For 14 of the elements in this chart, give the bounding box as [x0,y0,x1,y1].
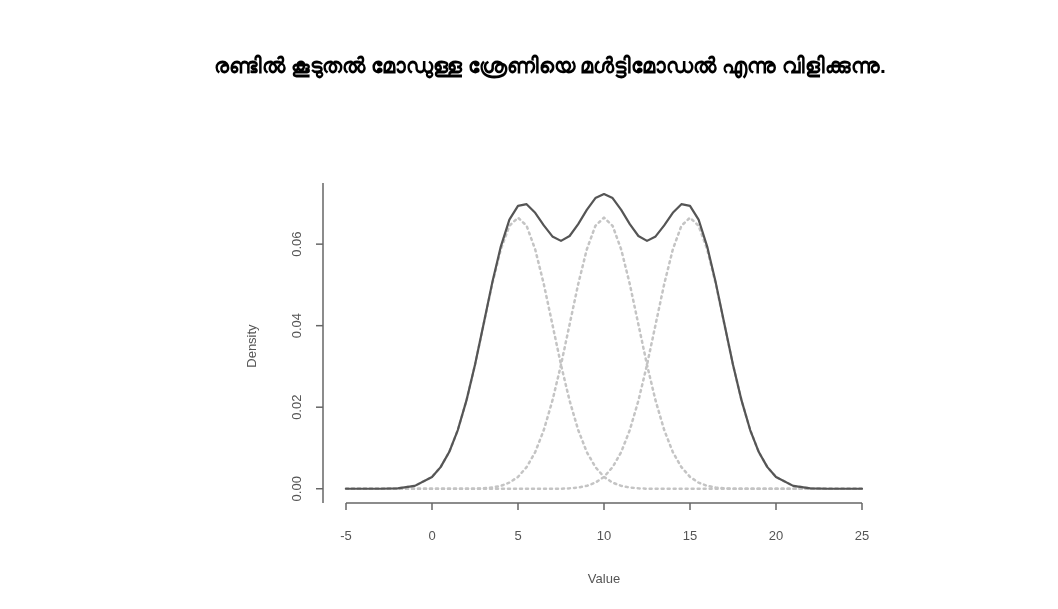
chart-title: രണ്ടിൽ കൂടുതൽ മോഡുള്ള ശ്രേണിയെ മൾട്ടിമോഡൽ എന്നു വിളിക്കുന്നു. [214,54,886,79]
x-tick-label: 25 [854,528,870,543]
x-tick-label: 15 [682,528,698,543]
x-tick-label: 5 [514,528,522,543]
x-tick-label: -5 [340,528,352,543]
x-tick-label: 20 [768,528,784,543]
y-tick-label: 0.06 [289,231,304,257]
y-tick-label: 0.02 [289,394,304,420]
y-tick-label: 0.00 [289,476,304,502]
y-axis-title: Density [244,323,259,368]
x-axis-title: Value [587,571,621,586]
x-tick-label: 0 [428,528,436,543]
x-tick-label: 10 [596,528,612,543]
y-tick-label: 0.04 [289,313,304,339]
